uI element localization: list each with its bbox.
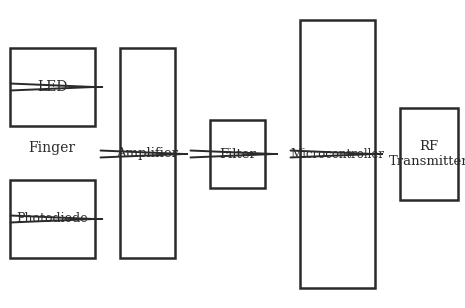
Bar (210, 120, 265, 188)
Bar (10, 180, 95, 258)
Bar (300, 20, 375, 288)
Text: Photodiode: Photodiode (17, 213, 88, 225)
Bar (10, 48, 95, 126)
Text: Amplifier: Amplifier (117, 147, 179, 160)
Text: Filter: Filter (219, 148, 256, 160)
Text: LED: LED (37, 80, 68, 94)
Text: Finger: Finger (28, 141, 75, 155)
Bar (400, 108, 458, 200)
Bar (120, 48, 175, 258)
Text: Microcontroller: Microcontroller (291, 148, 385, 160)
Text: RF
Transmitter: RF Transmitter (389, 140, 465, 168)
